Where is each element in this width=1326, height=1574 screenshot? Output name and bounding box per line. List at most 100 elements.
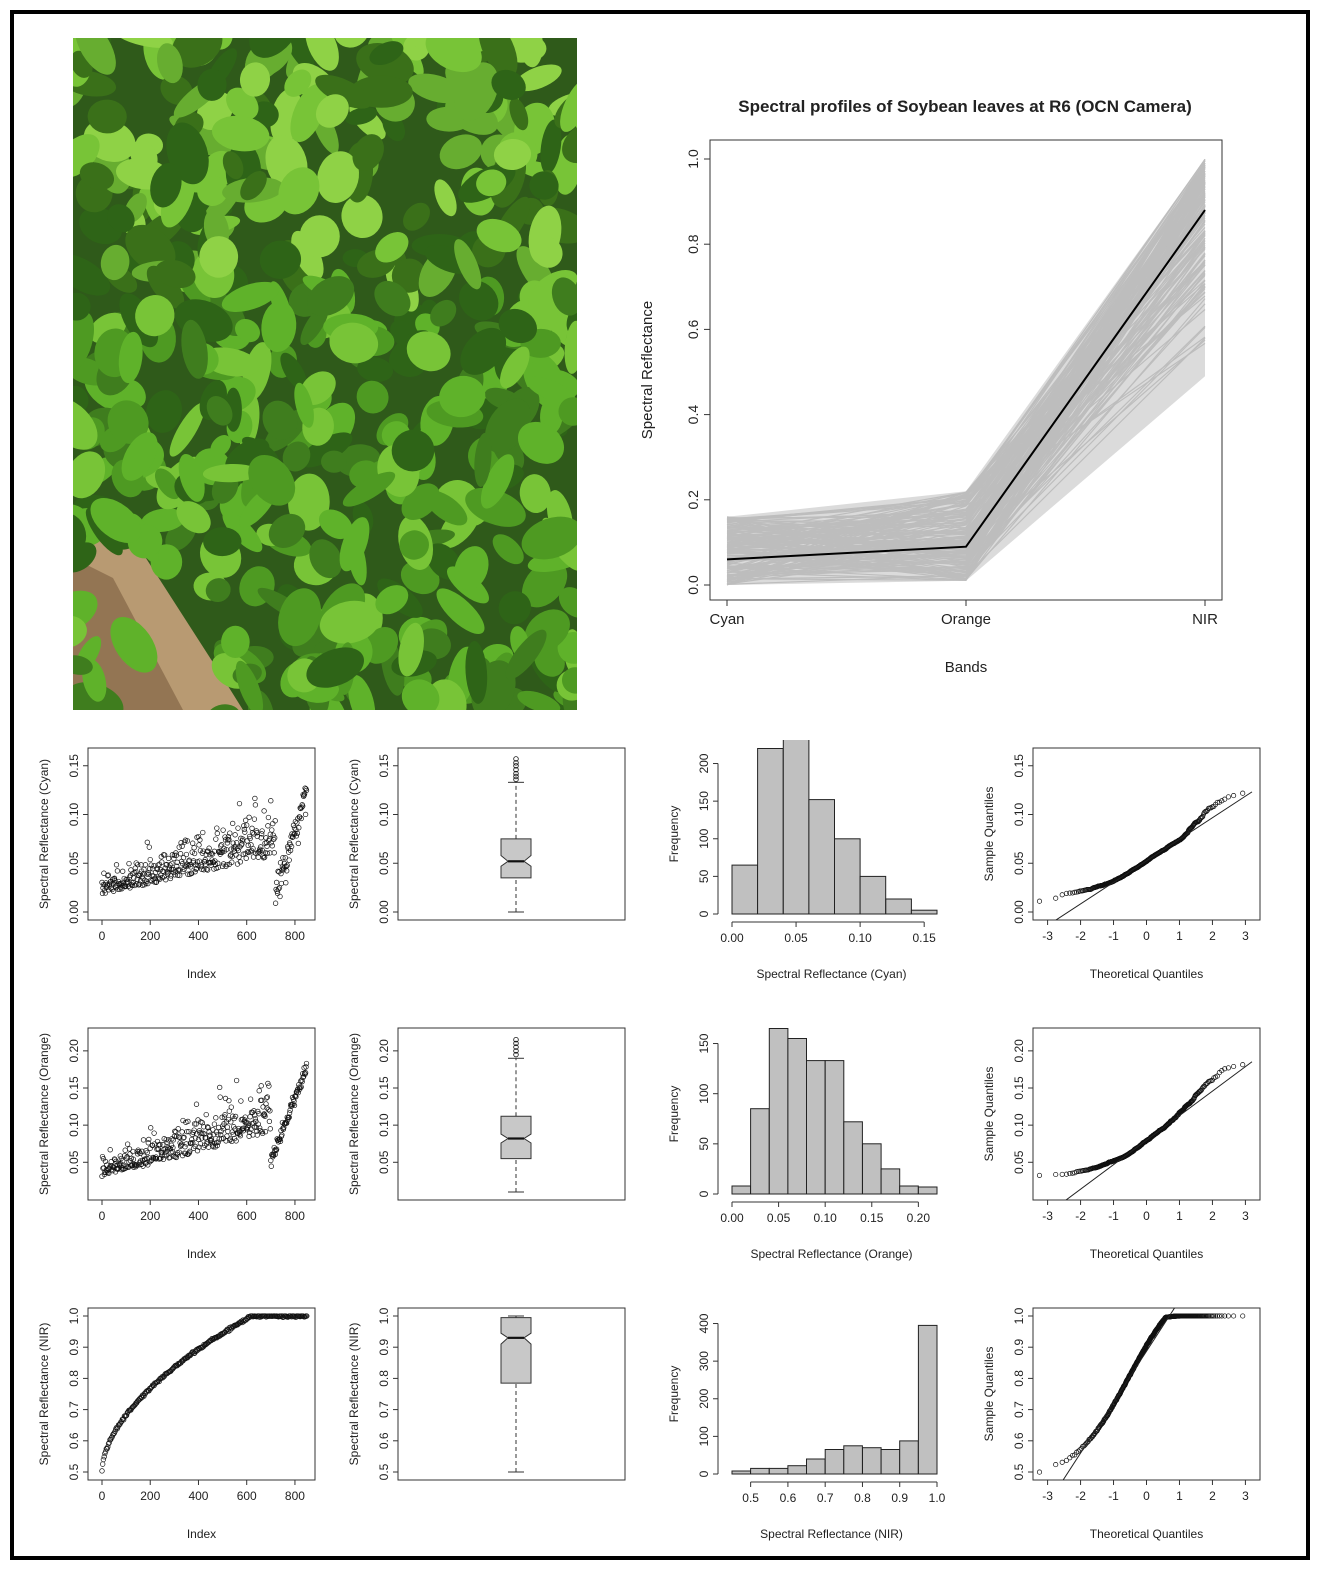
data-point [147, 866, 153, 872]
data-point [271, 836, 277, 843]
data-point [261, 1111, 267, 1117]
data-point [136, 1149, 142, 1155]
data-point [180, 868, 186, 875]
y-axis-label: Sample Quantiles [982, 1347, 996, 1442]
data-point [242, 829, 248, 835]
data-point [304, 1313, 310, 1319]
qq-point [1225, 1065, 1231, 1071]
data-point [132, 865, 138, 871]
y-tick-label: 0.15 [1012, 754, 1026, 778]
leaf [248, 454, 296, 506]
qq-point [1036, 1172, 1043, 1178]
qq-point [1067, 890, 1073, 896]
leaf [306, 647, 365, 688]
data-point [264, 850, 271, 856]
y-tick-label: 0.5 [1012, 1463, 1026, 1480]
data-point [135, 861, 141, 868]
notched-box [500, 838, 532, 879]
data-point [297, 1084, 303, 1091]
data-point [233, 1138, 239, 1144]
leaf [564, 320, 577, 374]
data-point [159, 859, 165, 865]
data-point [114, 868, 121, 874]
data-point [193, 865, 200, 872]
leaf [434, 179, 457, 217]
data-point [136, 882, 142, 888]
y-tick-label: 0.6 [67, 1432, 81, 1449]
x-tick-label: NIR [1192, 611, 1218, 628]
outlier-point [513, 773, 519, 780]
data-point [264, 1105, 270, 1111]
data-point [267, 831, 273, 837]
y-tick-label: 0.05 [1012, 1150, 1026, 1174]
data-point [102, 1158, 109, 1165]
y-tick-label: 0.2 [685, 490, 701, 510]
leaf [345, 107, 378, 125]
data-point [265, 1106, 272, 1113]
leaf [202, 463, 259, 483]
data-point [145, 880, 151, 887]
x-tick-label: 3 [1242, 1489, 1249, 1503]
y-tick-label: 1.0 [377, 1307, 391, 1324]
data-point [236, 800, 243, 807]
data-point [154, 1379, 160, 1385]
sample-envelope [727, 159, 1205, 585]
data-point [279, 1132, 285, 1138]
x-tick-label: 0.7 [817, 1491, 834, 1505]
leaf [150, 544, 183, 580]
data-point [126, 1146, 133, 1152]
y-tick-label: 0.20 [67, 1039, 81, 1063]
data-point [142, 877, 148, 883]
data-point [153, 879, 160, 885]
leaf [171, 38, 223, 68]
data-point [120, 868, 126, 874]
data-point [252, 802, 259, 808]
x-tick-label: 0 [99, 1489, 106, 1503]
x-axis-label: Bands [945, 659, 988, 676]
data-point [222, 1095, 229, 1102]
data-point [167, 1154, 173, 1161]
histogram-bar [880, 1168, 901, 1195]
data-point [281, 866, 287, 873]
data-point [244, 838, 250, 844]
data-point [177, 872, 183, 879]
x-axis-label: Theoretical Quantiles [1090, 967, 1203, 981]
data-point [249, 825, 255, 831]
scatter-points [99, 1060, 310, 1179]
leaf [130, 140, 158, 173]
leaf [73, 292, 91, 321]
data-point [111, 875, 118, 881]
data-point [246, 1129, 253, 1136]
leaf [528, 286, 558, 333]
leaf [352, 134, 384, 172]
data-point [151, 863, 157, 869]
leaf [203, 527, 242, 557]
leaf [474, 432, 492, 488]
data-point [126, 860, 132, 867]
leaf [290, 83, 327, 143]
data-point [291, 1098, 297, 1104]
leaf [375, 232, 409, 263]
leaf [493, 138, 532, 171]
data-point [261, 854, 268, 861]
leaf [517, 421, 565, 464]
leaf [181, 319, 208, 379]
data-point [142, 862, 149, 868]
leaf [540, 119, 562, 174]
x-tick-label: 0.10 [848, 931, 872, 945]
data-point [188, 864, 194, 870]
data-point [284, 862, 290, 868]
data-point [102, 890, 109, 896]
leaf [478, 38, 518, 78]
y-tick-label: 1.0 [67, 1307, 81, 1324]
nir-qq-plot: Theoretical Quantiles Sample Quantiles -3 -… [982, 1307, 1261, 1541]
leaf [557, 632, 577, 664]
leaf [75, 38, 116, 75]
leaf [145, 390, 183, 433]
data-point [114, 1162, 121, 1168]
data-point [157, 1141, 163, 1148]
histogram-bar [808, 799, 835, 915]
data-point [252, 1112, 258, 1118]
orange-boxplot: Spectral Reflectance (Orange) 0.05 0.10 0.1… [347, 1027, 626, 1201]
data-point [195, 1136, 202, 1143]
